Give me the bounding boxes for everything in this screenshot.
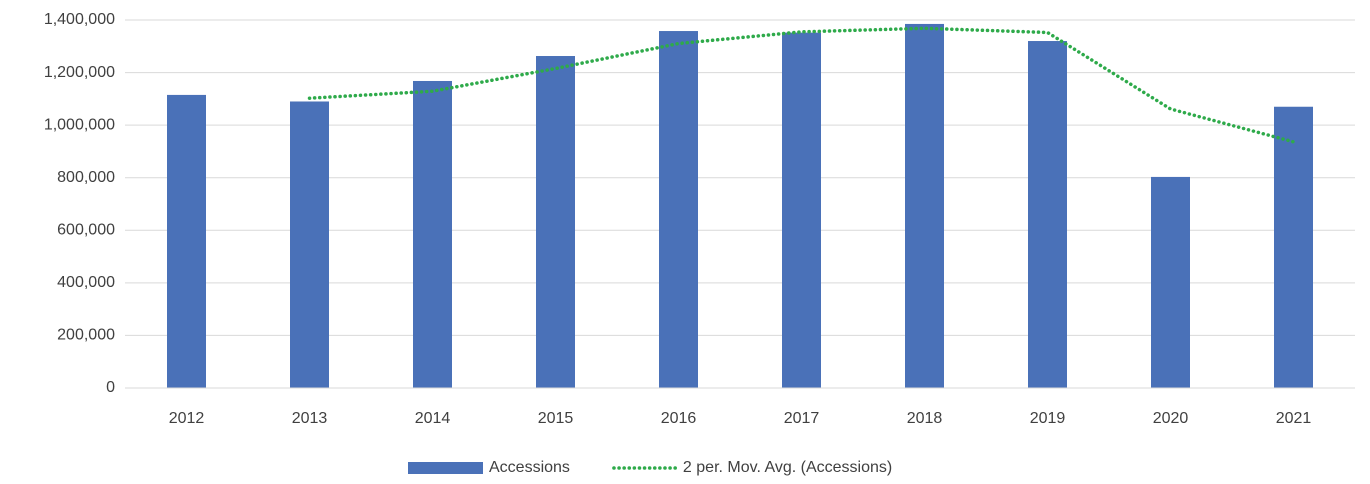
y-tick-label: 1,000,000: [44, 116, 115, 133]
y-tick-label: 800,000: [57, 169, 115, 186]
bar: [905, 23, 944, 388]
legend-label: Accessions: [489, 459, 570, 476]
y-tick-label: 200,000: [57, 327, 115, 344]
x-tick-label: 2013: [292, 410, 328, 427]
y-tick-label: 1,200,000: [44, 64, 115, 81]
moving-average-line: [307, 26, 1296, 144]
bar: [782, 32, 821, 389]
bar: [413, 80, 452, 389]
bar: [1151, 176, 1190, 388]
bar: [1028, 41, 1067, 389]
bar: [1274, 106, 1313, 388]
y-tick-label: 400,000: [57, 274, 115, 291]
legend-swatch: [408, 462, 483, 474]
x-tick-label: 2020: [1153, 410, 1189, 427]
x-tick-label: 2017: [784, 410, 820, 427]
x-tick-label: 2018: [907, 410, 943, 427]
bar: [536, 56, 575, 389]
x-tick-label: 2016: [661, 410, 697, 427]
x-tick-label: 2012: [169, 410, 205, 427]
x-tick-label: 2019: [1030, 410, 1066, 427]
x-tick-label: 2015: [538, 410, 574, 427]
x-tick-label: 2014: [415, 410, 451, 427]
y-tick-label: 600,000: [57, 222, 115, 239]
bar: [167, 94, 206, 389]
y-tick-label: 1,400,000: [44, 11, 115, 28]
x-tick-label: 2021: [1276, 410, 1312, 427]
legend-label: 2 per. Mov. Avg. (Accessions): [683, 459, 892, 476]
y-tick-label: 0: [106, 379, 115, 396]
bar: [659, 31, 698, 388]
bar: [290, 101, 329, 388]
